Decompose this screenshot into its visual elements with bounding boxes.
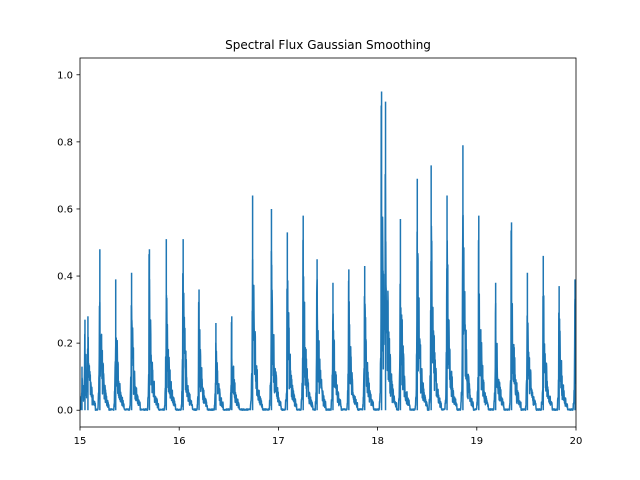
y-axis: 0.0 0.2 0.4 0.6 0.8 1.0	[57, 70, 80, 417]
plot-area	[80, 91, 576, 411]
y-tick-label: 0.4	[57, 272, 73, 283]
x-tick-label: 15	[74, 436, 87, 447]
chart-title: Spectral Flux Gaussian Smoothing	[225, 38, 431, 52]
x-axis: 15 16 17 18 19 20	[74, 427, 583, 447]
y-tick-label: 0.8	[57, 137, 73, 148]
x-tick-label: 17	[272, 436, 285, 447]
x-tick-label: 19	[470, 436, 483, 447]
y-tick-label: 0.0	[57, 406, 73, 417]
y-tick-label: 0.6	[57, 204, 73, 215]
x-tick-label: 18	[371, 436, 384, 447]
series-line	[80, 105, 576, 411]
x-tick-label: 16	[173, 436, 186, 447]
axes-frame	[79, 57, 577, 428]
y-tick-label: 0.2	[57, 339, 73, 350]
y-tick-label: 1.0	[57, 70, 73, 81]
x-tick-label: 20	[570, 436, 583, 447]
